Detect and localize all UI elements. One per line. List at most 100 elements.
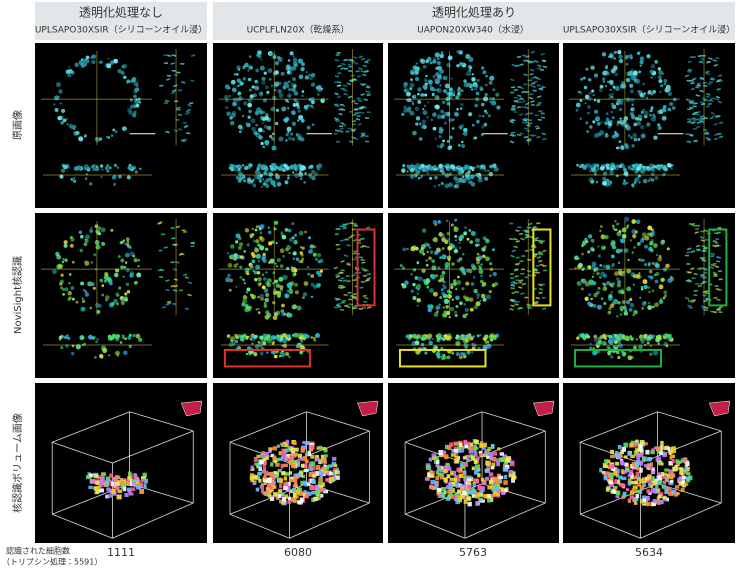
- nucleus: [593, 292, 598, 298]
- nucleus-streak: [702, 276, 708, 280]
- cell-volume: [449, 477, 455, 481]
- nucleus-streak: [360, 267, 366, 271]
- cell-volume: [442, 469, 448, 473]
- cell-volume: [656, 456, 662, 462]
- cell-volume: [459, 462, 464, 468]
- nucleus: [605, 264, 611, 270]
- nucleus: [121, 65, 125, 69]
- nucleus-streak: [539, 263, 544, 267]
- nucleus: [439, 53, 445, 59]
- cell-volume: [605, 471, 611, 475]
- nucleus: [284, 293, 290, 299]
- nucleus-streak: [713, 137, 719, 141]
- nucleus-streak: [334, 75, 340, 78]
- nucleus: [298, 230, 304, 236]
- nucleus: [432, 75, 436, 79]
- nucleus: [276, 337, 281, 341]
- nucleus: [83, 164, 89, 170]
- nucleus: [474, 103, 479, 108]
- cell-volume: [467, 485, 472, 489]
- cell-volume: [454, 492, 460, 497]
- nucleus-streak: [366, 226, 371, 229]
- nucleus: [602, 177, 607, 181]
- cell-volume: [262, 466, 267, 472]
- cell-volume: [261, 451, 265, 456]
- nucleus: [650, 76, 653, 79]
- nucleus: [602, 334, 607, 339]
- nucleus: [316, 164, 321, 169]
- cell-volume: [303, 468, 309, 473]
- nucleus: [652, 350, 659, 356]
- cell-volume: [460, 448, 465, 453]
- nucleus-streak: [684, 74, 690, 78]
- nucleus: [617, 146, 621, 150]
- cell-volume: [624, 467, 630, 472]
- nucleus-streak: [511, 106, 516, 110]
- nucleus: [441, 291, 446, 296]
- nucleus: [651, 305, 655, 309]
- nucleus: [74, 62, 79, 67]
- cell-volume: [605, 487, 610, 492]
- nucleus-streak: [366, 277, 371, 280]
- nucleus: [260, 338, 266, 344]
- nucleus: [416, 261, 419, 265]
- nucleus: [273, 312, 279, 317]
- nucleus-streak: [178, 253, 184, 256]
- nucleus: [625, 299, 631, 305]
- nucleus: [84, 234, 90, 240]
- nucleus: [613, 333, 618, 338]
- nucleus: [464, 226, 467, 229]
- cell-volume: [302, 456, 308, 462]
- nucleus: [451, 298, 454, 301]
- cell-volume: [610, 463, 615, 469]
- nucleus: [414, 71, 419, 76]
- nucleus: [589, 283, 592, 286]
- nucleus-streak: [710, 263, 716, 267]
- cell-volume: [638, 447, 644, 452]
- cell-volume: [487, 446, 492, 452]
- cell-volume: [632, 475, 637, 480]
- nucleus-streak: [352, 252, 357, 255]
- nucleus: [282, 274, 288, 280]
- nucleus: [627, 134, 631, 137]
- nucleus: [261, 256, 266, 261]
- nucleus: [457, 165, 461, 169]
- nucleus: [591, 275, 595, 279]
- nucleus-streak: [527, 258, 532, 262]
- nucleus: [639, 238, 645, 244]
- nucleus: [612, 227, 615, 230]
- nucleus: [459, 336, 463, 339]
- nucleus: [249, 94, 254, 99]
- nucleus-streak: [178, 128, 183, 131]
- nucleus-streak: [537, 110, 543, 113]
- nucleus: [260, 185, 263, 189]
- nucleus: [100, 227, 106, 233]
- cell-volume: [479, 489, 484, 494]
- cell-volume: [458, 442, 462, 447]
- nucleus-streak: [699, 57, 705, 61]
- nucleus: [402, 108, 408, 113]
- cell-volume: [443, 477, 448, 483]
- nucleus: [247, 102, 253, 108]
- cell-volume: [308, 471, 314, 477]
- nucleus: [482, 254, 486, 259]
- nucleus: [417, 176, 421, 180]
- cell-volume: [321, 466, 326, 471]
- nucleus: [237, 125, 241, 129]
- cell-volume: [655, 446, 660, 452]
- nucleus: [472, 81, 478, 88]
- nucleus-streak: [718, 135, 724, 139]
- nucleus: [251, 259, 256, 264]
- nucleus: [585, 240, 589, 244]
- nucleus: [271, 145, 277, 151]
- nucleus-streak: [361, 133, 366, 137]
- cell-volume: [281, 501, 286, 505]
- highlight-box: [356, 228, 376, 307]
- nucleus: [420, 93, 425, 97]
- nucleus: [273, 354, 278, 359]
- nucleus: [54, 108, 59, 113]
- nucleus: [105, 274, 109, 278]
- nucleus: [60, 273, 64, 277]
- cell-volume: [468, 449, 474, 454]
- nucleus: [439, 84, 442, 87]
